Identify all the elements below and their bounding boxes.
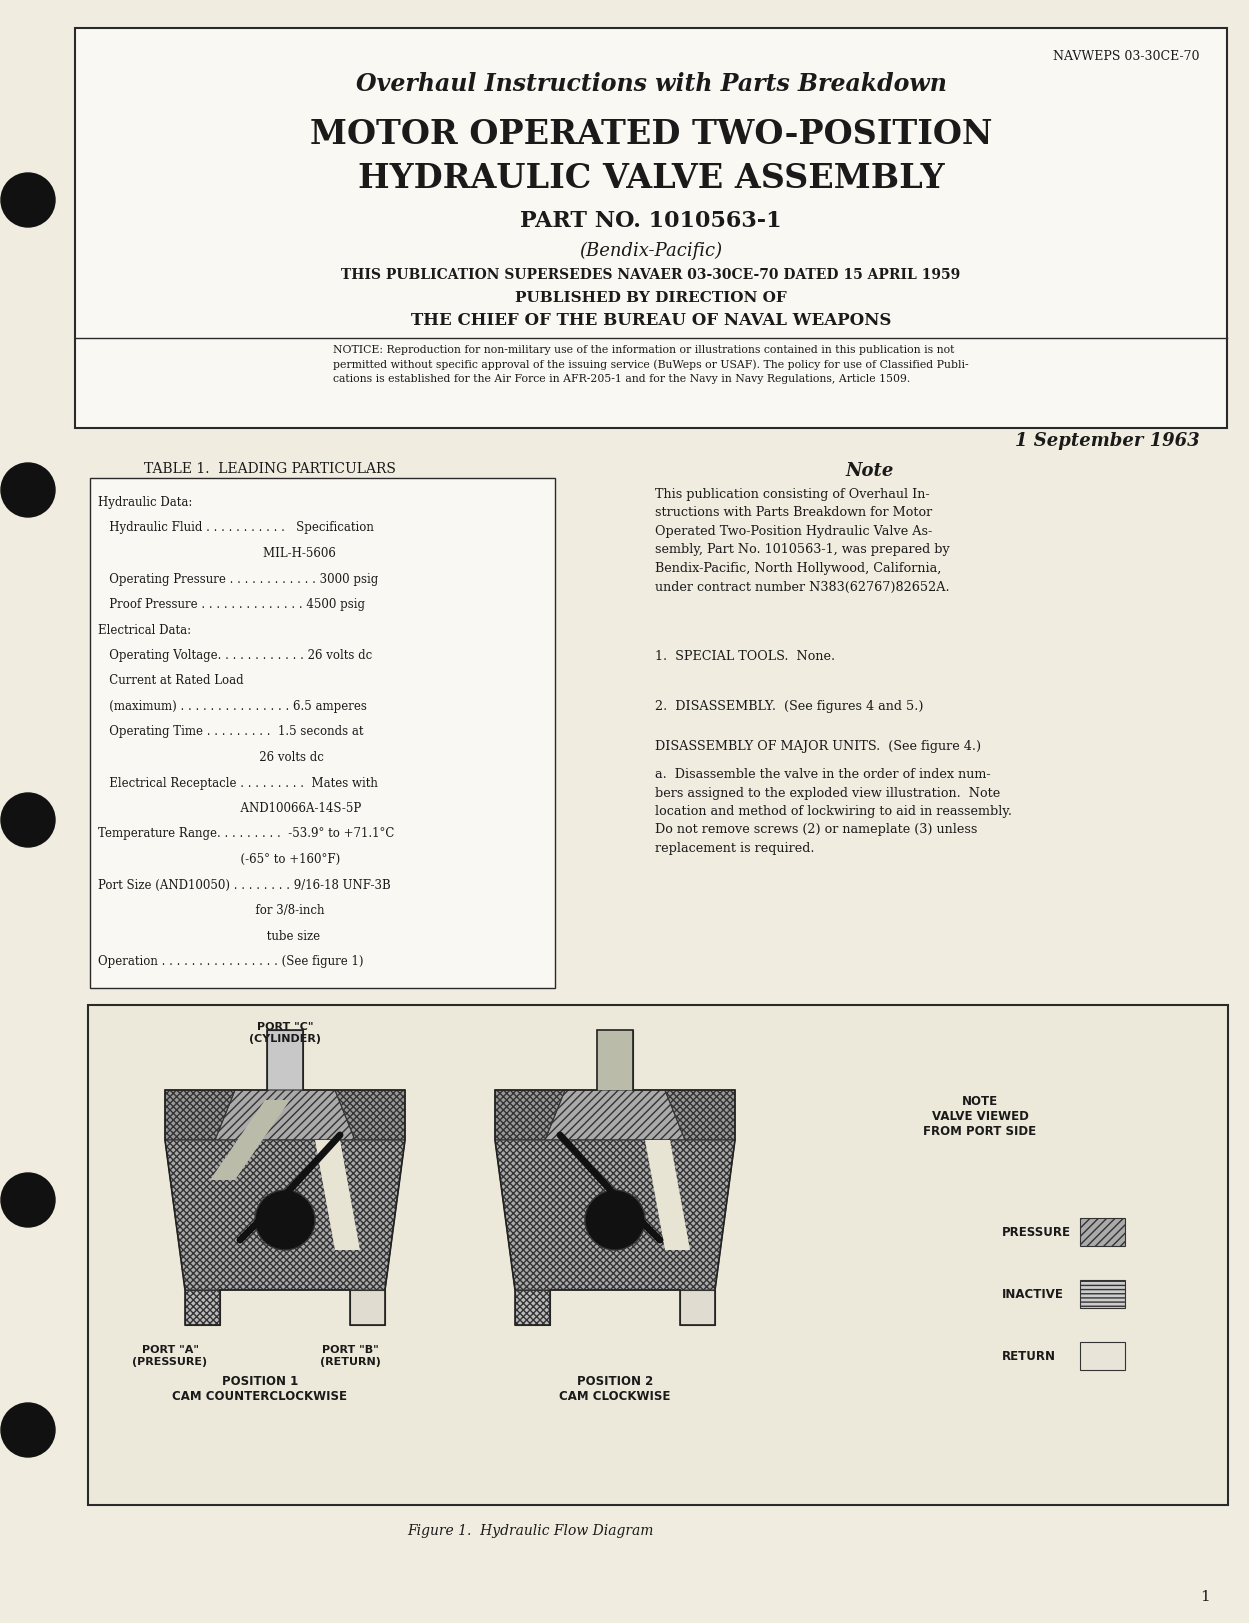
Text: FROM PORT SIDE: FROM PORT SIDE bbox=[923, 1125, 1037, 1138]
Text: THIS PUBLICATION SUPERSEDES NAVAER 03-30CE-70 DATED 15 APRIL 1959: THIS PUBLICATION SUPERSEDES NAVAER 03-30… bbox=[341, 268, 960, 282]
Text: Current at Rated Load: Current at Rated Load bbox=[97, 675, 244, 688]
Text: PART NO. 1010563-1: PART NO. 1010563-1 bbox=[520, 209, 782, 232]
Text: Operation . . . . . . . . . . . . . . . . (See figure 1): Operation . . . . . . . . . . . . . . . … bbox=[97, 954, 363, 967]
Polygon shape bbox=[165, 1091, 235, 1139]
Text: Overhaul Instructions with Parts Breakdown: Overhaul Instructions with Parts Breakdo… bbox=[356, 71, 947, 96]
Polygon shape bbox=[165, 1139, 405, 1290]
Text: Electrical Receptacle . . . . . . . . .  Mates with: Electrical Receptacle . . . . . . . . . … bbox=[97, 776, 378, 789]
Text: (RETURN): (RETURN) bbox=[320, 1357, 381, 1367]
Text: PRESSURE: PRESSURE bbox=[1002, 1225, 1070, 1238]
Text: (maximum) . . . . . . . . . . . . . . . 6.5 amperes: (maximum) . . . . . . . . . . . . . . . … bbox=[97, 700, 367, 712]
Bar bbox=[87, 1005, 1228, 1505]
Bar bbox=[90, 479, 555, 988]
Polygon shape bbox=[597, 1031, 633, 1091]
Text: Operating Pressure . . . . . . . . . . . . 3000 psig: Operating Pressure . . . . . . . . . . .… bbox=[97, 573, 378, 586]
Text: Figure 1.  Hydraulic Flow Diagram: Figure 1. Hydraulic Flow Diagram bbox=[407, 1524, 653, 1539]
Text: (CYLINDER): (CYLINDER) bbox=[249, 1034, 321, 1044]
Text: Note: Note bbox=[846, 463, 894, 480]
Text: a.  Disassemble the valve in the order of index num-
bers assigned to the explod: a. Disassemble the valve in the order of… bbox=[654, 768, 1012, 855]
Text: PORT "C": PORT "C" bbox=[257, 1022, 313, 1032]
Text: PORT "A": PORT "A" bbox=[141, 1345, 199, 1355]
Text: Operating Time . . . . . . . . .  1.5 seconds at: Operating Time . . . . . . . . . 1.5 sec… bbox=[97, 725, 363, 738]
Polygon shape bbox=[210, 1100, 290, 1180]
Circle shape bbox=[1, 794, 55, 847]
Text: for 3/8-inch: for 3/8-inch bbox=[97, 904, 325, 917]
Text: VALVE VIEWED: VALVE VIEWED bbox=[932, 1110, 1028, 1123]
Text: DISASSEMBLY OF MAJOR UNITS.  (See figure 4.): DISASSEMBLY OF MAJOR UNITS. (See figure … bbox=[654, 740, 982, 753]
Text: POSITION 1: POSITION 1 bbox=[222, 1375, 299, 1388]
Text: Hydraulic Data:: Hydraulic Data: bbox=[97, 497, 192, 510]
Text: TABLE 1.  LEADING PARTICULARS: TABLE 1. LEADING PARTICULARS bbox=[144, 463, 396, 476]
Text: AND10066A-14S-5P: AND10066A-14S-5P bbox=[97, 802, 361, 815]
Circle shape bbox=[1, 463, 55, 518]
Text: 1: 1 bbox=[1200, 1591, 1210, 1604]
Circle shape bbox=[585, 1190, 644, 1250]
Text: PORT "B": PORT "B" bbox=[322, 1345, 378, 1355]
Polygon shape bbox=[315, 1139, 360, 1250]
Circle shape bbox=[255, 1190, 315, 1250]
Text: 26 volts dc: 26 volts dc bbox=[97, 751, 323, 764]
Text: RETURN: RETURN bbox=[1002, 1350, 1055, 1363]
Polygon shape bbox=[515, 1290, 550, 1324]
Text: This publication consisting of Overhaul In-
structions with Parts Breakdown for : This publication consisting of Overhaul … bbox=[654, 489, 949, 594]
Text: (-65° to +160°F): (-65° to +160°F) bbox=[97, 854, 340, 867]
Text: 1.  SPECIAL TOOLS.  None.: 1. SPECIAL TOOLS. None. bbox=[654, 649, 836, 664]
Text: NOTICE: Reproduction for non-military use of the information or illustrations co: NOTICE: Reproduction for non-military us… bbox=[333, 346, 969, 385]
Bar bbox=[1080, 1342, 1125, 1370]
Text: MOTOR OPERATED TWO-POSITION: MOTOR OPERATED TWO-POSITION bbox=[310, 118, 992, 151]
Text: HYDRAULIC VALVE ASSEMBLY: HYDRAULIC VALVE ASSEMBLY bbox=[357, 162, 944, 195]
Text: 2.  DISASSEMBLY.  (See figures 4 and 5.): 2. DISASSEMBLY. (See figures 4 and 5.) bbox=[654, 700, 923, 712]
Polygon shape bbox=[664, 1091, 734, 1139]
Circle shape bbox=[1, 1173, 55, 1227]
Circle shape bbox=[1, 1402, 55, 1457]
Text: NAVWEPS 03-30CE-70: NAVWEPS 03-30CE-70 bbox=[1053, 50, 1200, 63]
Polygon shape bbox=[597, 1031, 633, 1091]
Text: PUBLISHED BY DIRECTION OF: PUBLISHED BY DIRECTION OF bbox=[515, 291, 787, 305]
Text: tube size: tube size bbox=[97, 930, 320, 943]
Text: CAM CLOCKWISE: CAM CLOCKWISE bbox=[560, 1389, 671, 1402]
Text: NOTE: NOTE bbox=[962, 1096, 998, 1109]
Polygon shape bbox=[495, 1091, 565, 1139]
Bar bbox=[1080, 1281, 1125, 1308]
Bar bbox=[1080, 1217, 1125, 1246]
Polygon shape bbox=[215, 1091, 355, 1139]
Text: Hydraulic Fluid . . . . . . . . . . .   Specification: Hydraulic Fluid . . . . . . . . . . . Sp… bbox=[97, 521, 373, 534]
Polygon shape bbox=[644, 1139, 689, 1250]
Polygon shape bbox=[267, 1031, 304, 1091]
Text: 1 September 1963: 1 September 1963 bbox=[1015, 432, 1200, 450]
Text: Temperature Range. . . . . . . . .  -53.9° to +71.1°C: Temperature Range. . . . . . . . . -53.9… bbox=[97, 828, 395, 841]
Polygon shape bbox=[679, 1290, 714, 1324]
Text: (PRESSURE): (PRESSURE) bbox=[132, 1357, 207, 1367]
Text: Electrical Data:: Electrical Data: bbox=[97, 623, 191, 636]
Polygon shape bbox=[350, 1290, 385, 1324]
Text: Operating Voltage. . . . . . . . . . . . 26 volts dc: Operating Voltage. . . . . . . . . . . .… bbox=[97, 649, 372, 662]
Polygon shape bbox=[335, 1091, 405, 1139]
Text: Proof Pressure . . . . . . . . . . . . . . 4500 psig: Proof Pressure . . . . . . . . . . . . .… bbox=[97, 597, 365, 610]
Text: CAM COUNTERCLOCKWISE: CAM COUNTERCLOCKWISE bbox=[172, 1389, 347, 1402]
Polygon shape bbox=[185, 1290, 220, 1324]
Text: THE CHIEF OF THE BUREAU OF NAVAL WEAPONS: THE CHIEF OF THE BUREAU OF NAVAL WEAPONS bbox=[411, 312, 892, 329]
Polygon shape bbox=[545, 1091, 684, 1139]
Text: MIL-H-5606: MIL-H-5606 bbox=[97, 547, 336, 560]
Polygon shape bbox=[495, 1139, 734, 1290]
Text: POSITION 2: POSITION 2 bbox=[577, 1375, 653, 1388]
Text: INACTIVE: INACTIVE bbox=[1002, 1289, 1064, 1302]
Circle shape bbox=[1, 174, 55, 227]
Text: Port Size (AND10050) . . . . . . . . 9/16-18 UNF-3B: Port Size (AND10050) . . . . . . . . 9/1… bbox=[97, 878, 391, 891]
Bar bbox=[75, 28, 1227, 428]
Text: (Bendix-Pacific): (Bendix-Pacific) bbox=[580, 242, 723, 260]
